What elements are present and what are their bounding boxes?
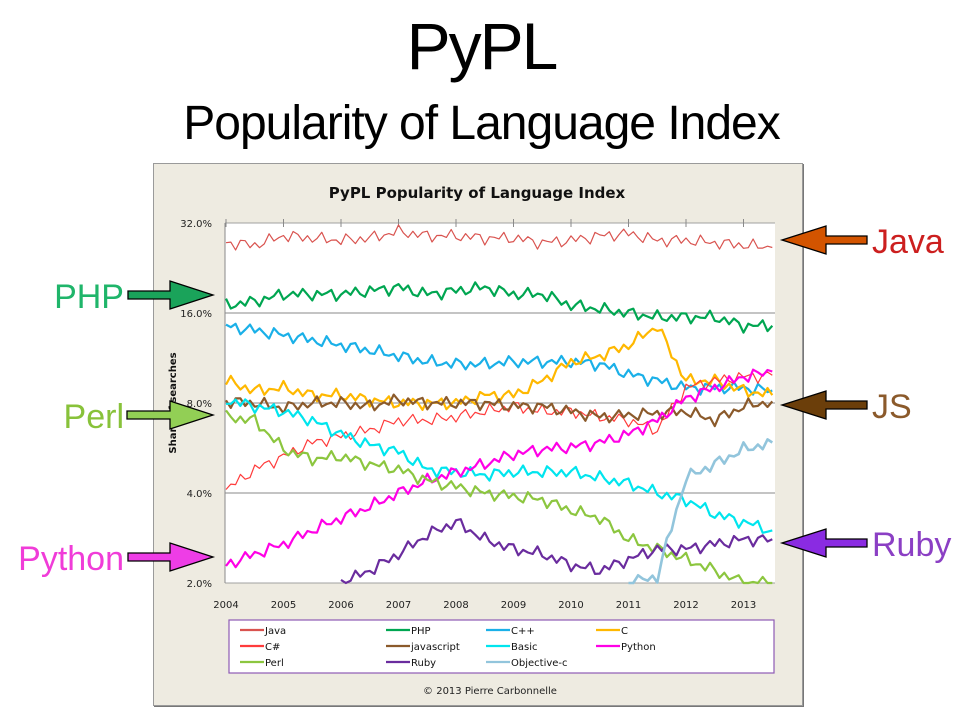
legend-label: Java bbox=[264, 626, 286, 637]
x-tick-label: 2012 bbox=[673, 600, 698, 611]
y-tick-label: 32.0% bbox=[180, 219, 212, 230]
callout-python: Python bbox=[18, 540, 216, 578]
x-tick-label: 2004 bbox=[213, 600, 238, 611]
callout-arrows: Java PHP Perl JS Python Ruby bbox=[18, 223, 951, 578]
y-tick-label: 2.0% bbox=[187, 579, 212, 590]
series-line-javascript bbox=[225, 393, 774, 428]
x-tick-label: 2008 bbox=[443, 600, 468, 611]
callout-label: Ruby bbox=[872, 526, 951, 564]
callout-ruby: Ruby bbox=[779, 526, 951, 564]
slide-subtitle: Popularity of Language Index bbox=[183, 97, 780, 150]
callout-label: Java bbox=[872, 223, 944, 261]
legend-label: Perl bbox=[265, 658, 284, 669]
series-line-objective-c bbox=[628, 438, 774, 585]
x-tick-label: 2013 bbox=[731, 600, 756, 611]
legend-label: Ruby bbox=[411, 658, 436, 669]
series-line-c- bbox=[225, 371, 773, 490]
series-line-ruby bbox=[340, 518, 773, 585]
x-axis-ticks: 2004 2005 2006 2007 2008 2009 2010 2011 2012 2013 bbox=[213, 219, 756, 611]
series-line-perl bbox=[225, 409, 773, 585]
series-line-python bbox=[225, 368, 773, 569]
callout-js: JS bbox=[779, 388, 912, 426]
legend-label: Objective-c bbox=[511, 658, 568, 669]
legend-label: Python bbox=[621, 642, 656, 653]
callout-label: PHP bbox=[54, 278, 124, 316]
x-tick-label: 2009 bbox=[501, 600, 526, 611]
legend-label: javascript bbox=[410, 642, 460, 653]
legend-label: C++ bbox=[511, 626, 535, 637]
series-line-php bbox=[225, 281, 774, 334]
arrow-icon bbox=[779, 390, 868, 420]
x-tick-label: 2007 bbox=[386, 600, 411, 611]
arrow-icon bbox=[779, 225, 868, 255]
chart-title: PyPL Popularity of Language Index bbox=[329, 184, 626, 202]
arrow-icon bbox=[126, 400, 216, 430]
series-line-java bbox=[225, 224, 773, 251]
callout-java: Java bbox=[779, 223, 944, 261]
arrow-icon bbox=[779, 528, 868, 558]
series-lines bbox=[225, 224, 774, 585]
callout-php: PHP bbox=[54, 278, 216, 316]
legend-label: C bbox=[621, 626, 628, 637]
gridlines bbox=[224, 222, 775, 584]
arrow-icon bbox=[127, 542, 216, 572]
x-tick-label: 2005 bbox=[271, 600, 296, 611]
x-tick-label: 2011 bbox=[616, 600, 641, 611]
series-line-c bbox=[225, 327, 774, 411]
legend: Java PHP C++ C C# javascript Basic Python Perl Ru… bbox=[228, 619, 775, 674]
arrow-icon bbox=[127, 280, 216, 310]
y-tick-label: 8.0% bbox=[187, 399, 212, 410]
callout-label: Python bbox=[18, 540, 124, 578]
legend-label: Basic bbox=[511, 642, 537, 653]
y-tick-label: 16.0% bbox=[180, 309, 212, 320]
series-line-c- bbox=[225, 322, 773, 396]
callout-perl: Perl bbox=[64, 398, 216, 436]
copyright: © 2013 Pierre Carbonnelle bbox=[423, 686, 557, 697]
y-tick-label: 4.0% bbox=[187, 489, 212, 500]
callout-label: JS bbox=[872, 388, 912, 426]
callout-label: Perl bbox=[64, 398, 124, 436]
y-axis-ticks: 32.0% 16.0% 8.0% 4.0% 2.0% bbox=[180, 219, 212, 590]
legend-label: PHP bbox=[411, 626, 431, 637]
slide-title: PyPL bbox=[406, 9, 559, 83]
x-tick-label: 2010 bbox=[558, 600, 583, 611]
x-tick-label: 2006 bbox=[328, 600, 353, 611]
legend-label: C# bbox=[265, 642, 280, 653]
